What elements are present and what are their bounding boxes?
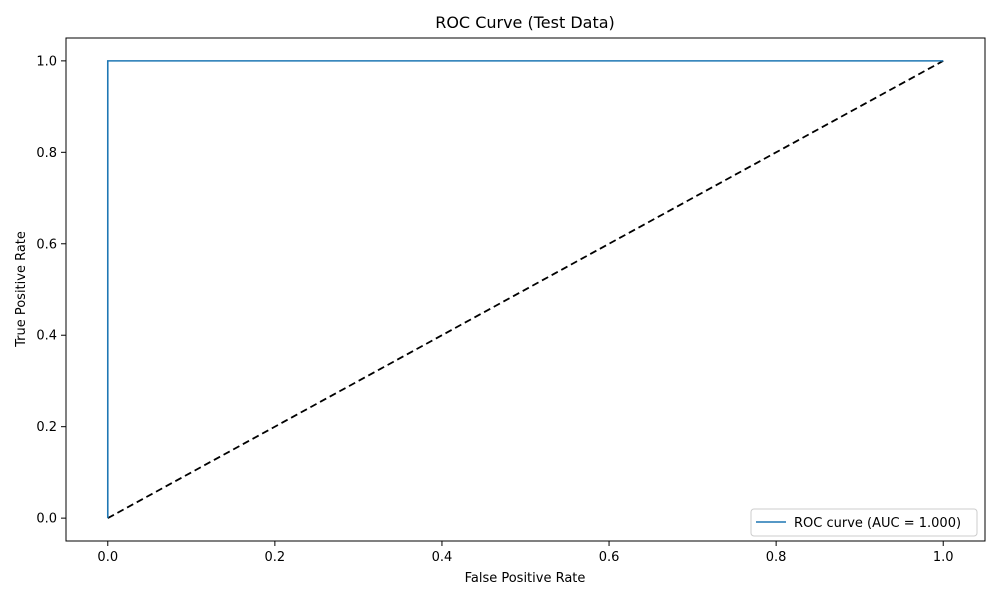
y-axis-ticks: 0.0 0.2 0.4 0.6 0.8 1.0 (36, 54, 66, 527)
legend-box (750, 508, 978, 537)
y-tick-label: 0.0 (36, 512, 57, 527)
x-tick-label: 0.8 (766, 550, 787, 565)
y-tick-label: 0.2 (36, 420, 57, 435)
legend-entry-roc-curve: ROC curve (AUC = 1.000) (794, 516, 961, 531)
x-tick-label: 1.0 (933, 550, 954, 565)
x-tick-label: 0.0 (97, 550, 118, 565)
roc-curve-line (106, 60, 944, 519)
plot-area (65, 37, 986, 542)
y-tick-label: 1.0 (36, 54, 57, 69)
axes-frame (65, 37, 986, 542)
series-layer (106, 60, 944, 519)
legend: ROC curve (AUC = 1.000) (750, 508, 978, 537)
x-axis-ticks: 0.0 0.2 0.4 0.6 0.8 1.0 (97, 541, 954, 565)
x-tick-label: 0.4 (432, 550, 453, 565)
y-tick-label: 0.8 (36, 146, 57, 161)
y-axis-label: True Positive Rate (14, 231, 29, 348)
x-axis-label: False Positive Rate (465, 571, 586, 586)
y-tick-label: 0.6 (36, 237, 57, 252)
y-tick-label: 0.4 (36, 329, 57, 344)
x-tick-label: 0.6 (599, 550, 620, 565)
chart-title: ROC Curve (Test Data) (435, 13, 615, 32)
random-classifier-line (107, 60, 944, 519)
x-tick-label: 0.2 (265, 550, 286, 565)
